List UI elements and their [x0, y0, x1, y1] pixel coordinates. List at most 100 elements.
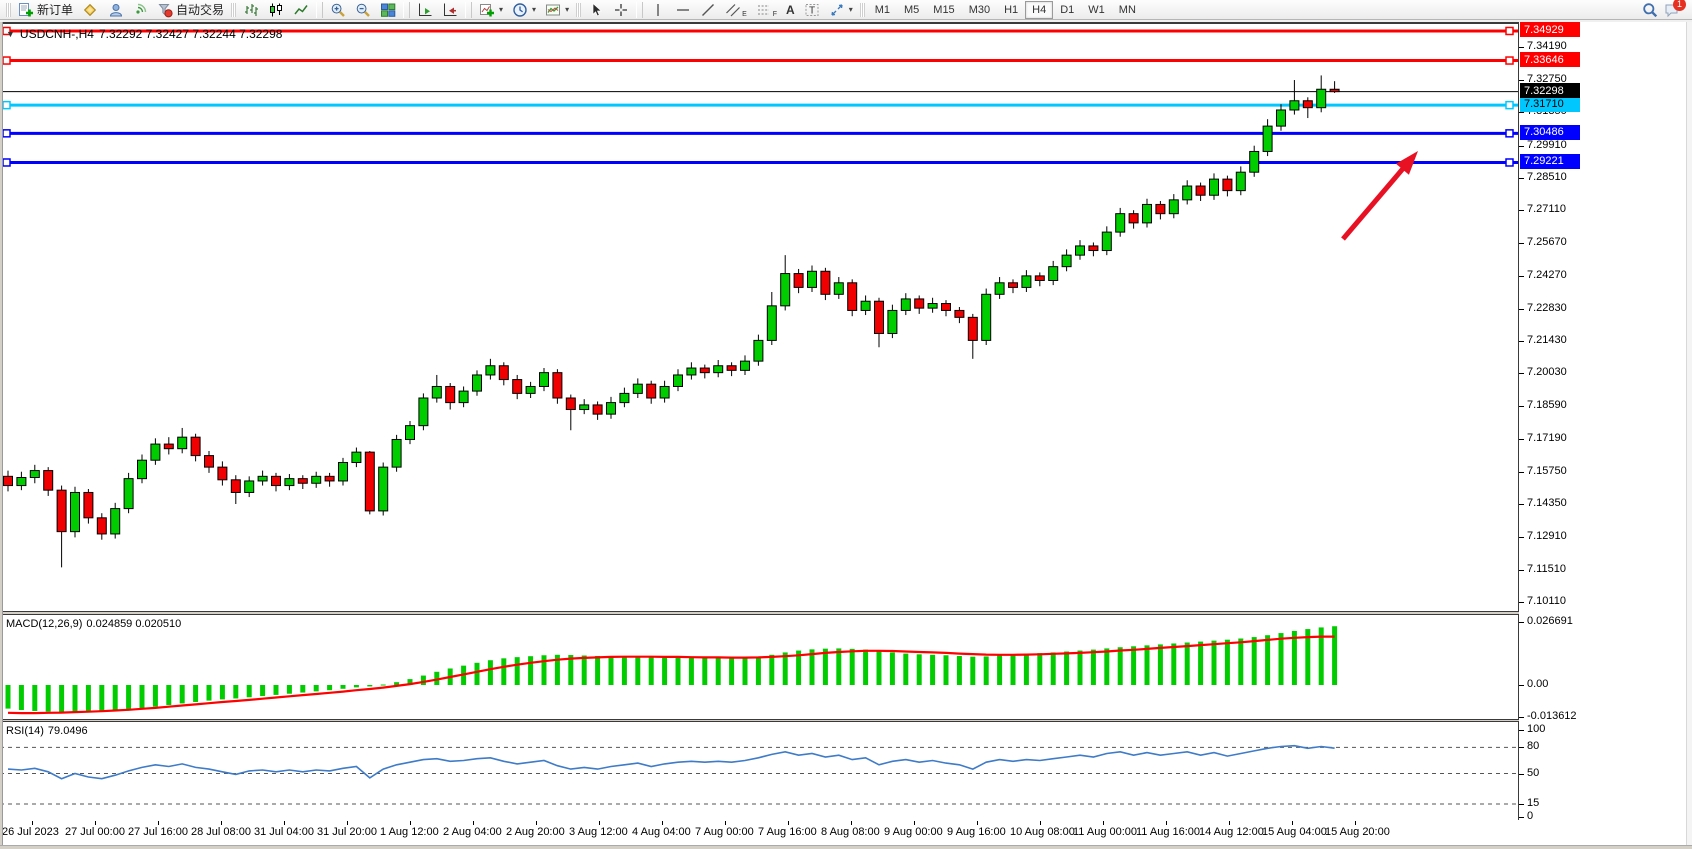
macd-bar: [273, 685, 279, 695]
crosshair-button[interactable]: [609, 1, 633, 19]
level-handle[interactable]: [1505, 129, 1514, 138]
chart-frame: [0, 23, 1519, 612]
metaeditor-button[interactable]: [78, 1, 102, 19]
timeframe-button-D1[interactable]: D1: [1060, 3, 1075, 16]
timeframe-button-H4[interactable]: H4: [1025, 0, 1054, 19]
cursor-button[interactable]: [584, 1, 608, 19]
indicators-button[interactable]: ▾: [475, 1, 507, 19]
zoom-out-button[interactable]: [351, 1, 375, 19]
candlestick-chart[interactable]: [0, 23, 1519, 612]
level-handle[interactable]: [2, 129, 11, 138]
zoom-in-button[interactable]: [326, 1, 350, 19]
level-handle[interactable]: [1505, 26, 1514, 36]
auto-scroll-button[interactable]: [413, 1, 437, 19]
notifications-button[interactable]: 1: [1664, 0, 1686, 18]
price-tick-label: 7.29910: [1527, 138, 1567, 151]
timeframe-button-W1[interactable]: W1: [1088, 3, 1105, 16]
templates-button[interactable]: ▾: [541, 1, 573, 19]
price-axis[interactable]: 7.341907.327507.313507.299107.285107.271…: [1519, 22, 1686, 822]
bull-candle: [1115, 213, 1126, 233]
macd-bar: [72, 685, 78, 712]
level-handle[interactable]: [1505, 100, 1514, 110]
fibonacci-button[interactable]: F: [752, 1, 781, 19]
bull-candle: [284, 478, 295, 487]
macd-bar: [621, 656, 627, 685]
timeframe-button-M5[interactable]: M5: [904, 3, 920, 16]
price-tick-label: 7.24270: [1527, 268, 1567, 281]
bull-candle: [1262, 125, 1273, 152]
new-order-button[interactable]: 新订单: [14, 1, 77, 19]
bull-candle: [780, 273, 791, 307]
horizontal-line-button[interactable]: [671, 1, 695, 19]
toolbar-grip[interactable]: [576, 2, 582, 17]
community-button[interactable]: [103, 1, 127, 19]
panel-splitter[interactable]: [0, 719, 1692, 722]
arrows-button[interactable]: ▾: [825, 1, 857, 19]
macd-bar: [1157, 644, 1163, 685]
toolbar-grip[interactable]: [6, 2, 11, 17]
level-handle[interactable]: [2, 26, 11, 36]
channel-button[interactable]: E: [721, 1, 751, 19]
tile-windows-button[interactable]: [376, 1, 400, 19]
level-handle[interactable]: [1505, 158, 1514, 167]
macd-bar: [1050, 652, 1056, 685]
trend-arrow-annotation[interactable]: [1341, 151, 1418, 241]
price-tick-label: 7.22830: [1527, 301, 1567, 314]
text-button[interactable]: A: [782, 1, 799, 19]
level-handle[interactable]: [2, 56, 11, 65]
search-icon[interactable]: [1642, 2, 1658, 18]
text-label-button[interactable]: T: [800, 1, 824, 19]
time-axis-tick: [1166, 821, 1167, 825]
price-tick-label: 7.18590: [1527, 399, 1567, 412]
bar-chart-button[interactable]: [239, 1, 263, 19]
toolbar-grip[interactable]: [859, 2, 865, 17]
signals-icon: [136, 3, 147, 14]
arrow-shaft: [1341, 161, 1410, 241]
timeframe-button-MN[interactable]: MN: [1118, 3, 1136, 16]
arrows-icon: [831, 3, 843, 16]
timeframe-button-M30[interactable]: M30: [968, 3, 991, 16]
candlestick-chart-button[interactable]: [264, 1, 288, 19]
bull-candle: [1021, 275, 1032, 288]
signals-button[interactable]: [128, 1, 152, 19]
bull-candle: [1316, 88, 1327, 109]
dropdown-icon: ▾: [848, 5, 853, 14]
macd-bar: [1090, 649, 1096, 685]
macd-bar: [99, 685, 105, 711]
macd-bar: [1104, 648, 1110, 685]
time-axis-tick: [851, 821, 852, 825]
level-handle[interactable]: [2, 100, 11, 110]
timeframe-button-M15[interactable]: M15: [933, 3, 955, 16]
macd-bar: [300, 685, 306, 693]
periods-button[interactable]: ▾: [508, 1, 540, 19]
macd-bar: [193, 685, 199, 702]
chart-dropdown-icon[interactable]: ▼: [6, 29, 15, 39]
chart-shift-button[interactable]: [438, 1, 462, 19]
price-level-lines[interactable]: [0, 26, 1518, 167]
bear-candle: [324, 475, 335, 482]
bull-candle: [137, 459, 147, 480]
vertical-line-button[interactable]: [646, 1, 670, 19]
time-axis-label: 15 Aug 20:00: [1325, 826, 1390, 838]
trendline-button[interactable]: [696, 1, 720, 19]
macd-bar: [675, 657, 681, 685]
level-handle[interactable]: [1505, 56, 1514, 65]
autotrading-button[interactable]: 自动交易: [153, 1, 228, 19]
level-handle[interactable]: [2, 158, 11, 167]
horizontal-line-icon: [677, 8, 690, 11]
toolbar-grip[interactable]: [231, 2, 237, 17]
bull-candle: [70, 491, 80, 533]
panel-splitter[interactable]: [0, 611, 1692, 615]
line-chart-button[interactable]: [289, 1, 313, 19]
macd-panel[interactable]: MACD(12,26,9) 0.024859 0.020510: [0, 615, 1519, 719]
main-chart-panel[interactable]: ▼ USDCNH-,H4 7.32292 7.32427 7.32244 7.3…: [0, 22, 1519, 612]
timeframe-button-M1[interactable]: M1: [874, 3, 890, 16]
bear-candle: [83, 491, 94, 519]
horizontal-scrollbar[interactable]: [0, 845, 1692, 849]
window-frame: [0, 20, 1692, 22]
time-axis-tick: [410, 821, 411, 825]
bull-candle: [1048, 266, 1059, 281]
rsi-panel[interactable]: RSI(14) 79.0496: [0, 722, 1519, 820]
timeframe-button-H1[interactable]: H1: [1004, 3, 1019, 16]
time-axis[interactable]: 26 Jul 2023 27 Jul 00:00 27 Jul 16:00 28 Ju…: [0, 821, 1692, 845]
